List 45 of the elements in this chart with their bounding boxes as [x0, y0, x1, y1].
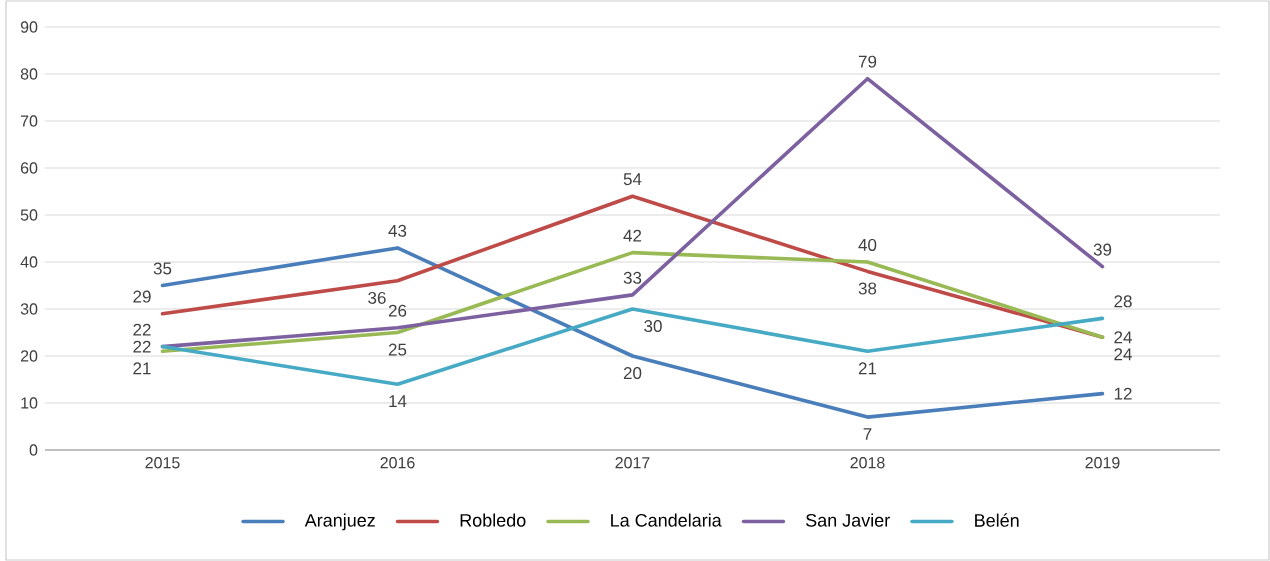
x-tick-label: 2019 — [1085, 457, 1120, 469]
data-label: 21 — [133, 362, 151, 375]
y-tick-label: 80 — [20, 68, 38, 80]
y-tick-label: 0 — [29, 444, 38, 456]
data-label: 21 — [858, 362, 877, 375]
data-label: 36 — [368, 291, 386, 304]
data-label: 30 — [644, 320, 662, 333]
data-label: 22 — [133, 340, 151, 353]
x-tick-label: 2015 — [145, 457, 180, 469]
data-label: 24 — [1114, 331, 1132, 344]
data-label: 25 — [388, 343, 407, 356]
legend-label: La Candelaria — [611, 513, 722, 527]
y-tick-label: 20 — [20, 350, 38, 362]
y-tick-label: 70 — [20, 115, 38, 127]
x-tick-label: 2018 — [850, 457, 885, 469]
legend-label: San Javier — [806, 513, 890, 527]
y-tick-label: 90 — [20, 21, 38, 33]
data-label: 26 — [388, 304, 407, 317]
y-tick-label: 30 — [20, 303, 38, 315]
data-label: 22 — [133, 323, 151, 336]
data-label: 54 — [623, 173, 642, 186]
data-label: 35 — [153, 262, 172, 275]
data-label: 42 — [623, 229, 642, 242]
y-tick-label: 40 — [20, 256, 38, 268]
data-label: 7 — [863, 428, 872, 440]
y-tick-label: 60 — [20, 162, 38, 174]
data-label: 20 — [623, 367, 642, 380]
data-label: 33 — [623, 271, 642, 284]
x-tick-label: 2016 — [380, 457, 415, 469]
y-tick-label: 10 — [21, 397, 38, 409]
x-tick-label: 2017 — [615, 457, 650, 469]
data-label: 12 — [1114, 387, 1132, 400]
data-label: 28 — [1114, 295, 1132, 308]
data-label: 38 — [858, 282, 877, 295]
data-label: 29 — [133, 290, 151, 303]
legend-label: Robledo — [460, 513, 526, 527]
data-label: 43 — [388, 224, 407, 237]
data-label: 79 — [858, 55, 877, 68]
data-label: 40 — [858, 238, 877, 251]
legend-label: Aranjuez — [304, 513, 375, 531]
legend-label: Belén — [975, 513, 1019, 527]
data-label: 14 — [389, 395, 407, 407]
y-tick-label: 50 — [20, 209, 38, 221]
data-label: 24 — [1114, 348, 1132, 361]
data-label: 39 — [1093, 243, 1112, 256]
